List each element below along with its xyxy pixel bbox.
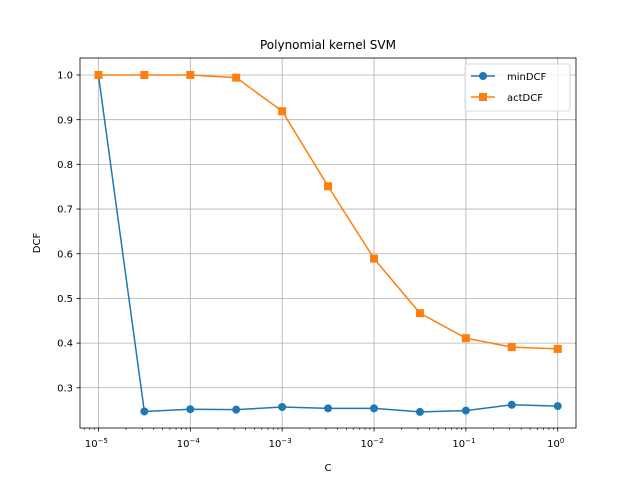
x-tick-label: 100 [547, 437, 564, 450]
legend-marker-actDCF [479, 93, 487, 101]
x-tick-label: 10−2 [360, 437, 383, 450]
x-tick-label: 10−3 [269, 437, 292, 450]
y-tick-label: 0.7 [57, 205, 73, 216]
legend-label-minDCF: minDCF [507, 72, 547, 83]
data-point-actDCF [553, 344, 562, 353]
y-tick-label: 0.3 [57, 383, 73, 394]
data-point-actDCF [415, 309, 424, 318]
legend: minDCF actDCF [464, 63, 571, 112]
data-point-minDCF [140, 407, 149, 416]
data-point-actDCF [507, 343, 516, 352]
y-tick-label: 0.4 [57, 339, 73, 350]
data-point-minDCF [370, 404, 379, 413]
data-point-actDCF [140, 70, 149, 79]
legend-label-actDCF: actDCF [507, 93, 543, 104]
data-point-minDCF [461, 406, 470, 415]
data-point-minDCF [507, 400, 516, 409]
y-tick-label: 0.8 [57, 160, 73, 171]
y-axis-label: DCF [32, 233, 43, 254]
data-point-actDCF [278, 107, 287, 116]
series-group [94, 70, 562, 416]
chart-title: Polynomial kernel SVM [260, 38, 396, 52]
data-point-actDCF [324, 182, 333, 191]
data-point-actDCF [370, 254, 379, 263]
data-point-minDCF [415, 407, 424, 416]
data-point-actDCF [94, 70, 103, 79]
data-point-actDCF [232, 73, 241, 82]
plot-frame [79, 57, 577, 429]
x-tick-label: 10−5 [85, 437, 108, 450]
data-point-minDCF [186, 405, 195, 414]
x-tick-label: 10−1 [452, 437, 475, 450]
y-tick-label: 0.5 [57, 294, 73, 305]
axes: 0.3 0.4 0.5 0.6 0.7 0.8 0.9 1.0 10−5 10−4 10−3 10−2… [57, 71, 564, 450]
data-point-minDCF [232, 405, 241, 414]
data-point-minDCF [553, 402, 562, 411]
x-axis-label: C [325, 463, 332, 474]
legend-marker-minDCF [479, 72, 487, 80]
y-tick-label: 0.9 [57, 115, 73, 126]
y-tick-label: 0.6 [57, 249, 73, 260]
x-tick-label: 10−4 [177, 437, 201, 450]
data-point-minDCF [278, 402, 287, 411]
data-point-actDCF [186, 70, 195, 79]
data-point-actDCF [461, 334, 470, 343]
data-point-minDCF [324, 404, 333, 413]
y-tick-label: 1.0 [57, 71, 73, 82]
